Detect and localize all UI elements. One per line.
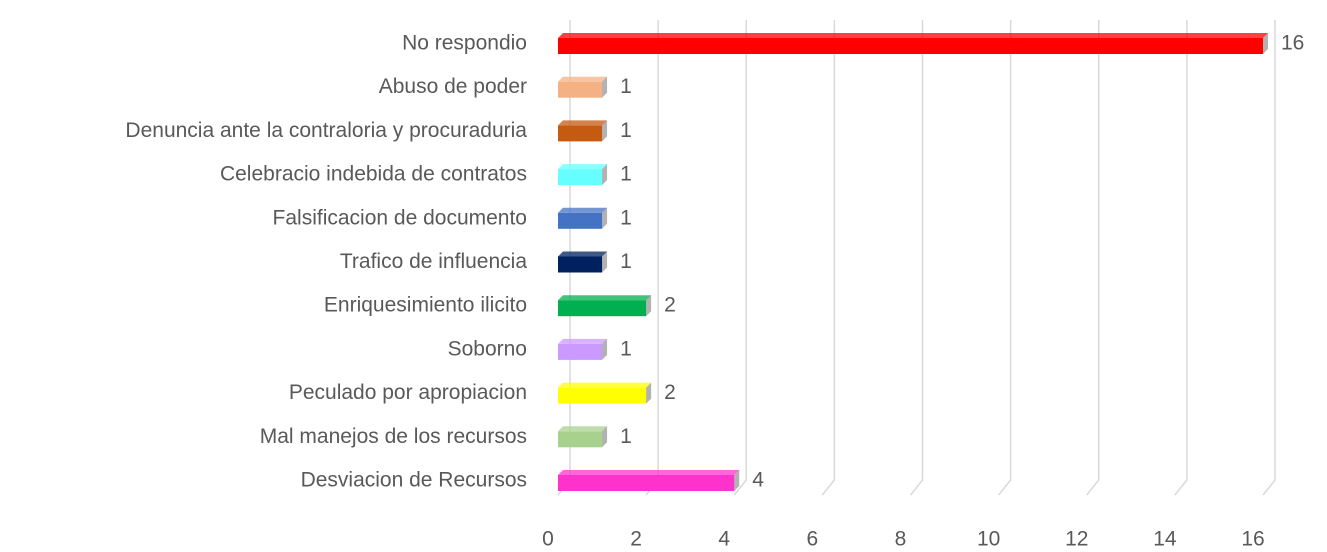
x-tick-label: 10 [977, 528, 1000, 551]
bar-side [646, 382, 652, 404]
data-label: 1 [620, 337, 632, 360]
grid-line [1086, 20, 1100, 496]
grid-line [733, 20, 747, 496]
y-tick-label: Celebracio indebida de contratos [220, 163, 527, 186]
bar-side [646, 295, 652, 317]
bar-top [558, 382, 652, 388]
bar-side [602, 120, 608, 142]
bar-face [558, 169, 603, 186]
bar-face [558, 387, 647, 404]
y-tick-label: Mal manejos de los recursos [260, 425, 527, 448]
bar [558, 33, 1268, 54]
y-tick-label: Denuncia ante la contraloria y procuradu… [125, 119, 527, 142]
x-tick-label: 6 [807, 528, 819, 551]
bar [558, 295, 652, 317]
bar-top [558, 76, 608, 82]
x-tick-label: 16 [1241, 528, 1264, 551]
y-tick-label: Falsificacion de documento [273, 206, 527, 229]
bar-face [558, 300, 647, 317]
bar-top [558, 33, 1268, 38]
bar-side [734, 470, 740, 491]
data-label: 1 [620, 119, 632, 142]
bar-side [602, 426, 608, 448]
bar [558, 382, 652, 404]
bar-face [558, 343, 603, 360]
bar-side [602, 76, 608, 98]
x-tick-label: 4 [718, 528, 730, 551]
bar-side [1263, 33, 1268, 54]
grid-line [998, 20, 1012, 496]
x-tick-label: 8 [895, 528, 907, 551]
bar-top [558, 338, 608, 344]
bar-top [558, 120, 608, 126]
x-tick-label: 0 [542, 528, 554, 551]
grid-line [821, 20, 836, 496]
y-tick-label: Enriquesimiento ilicito [324, 294, 527, 317]
bar-face [558, 125, 603, 142]
y-tick-label: Desviacion de Recursos [301, 469, 527, 492]
grid-line [1174, 20, 1188, 496]
data-label: 1 [620, 163, 632, 186]
bar-face [558, 81, 603, 98]
bar-top [558, 164, 608, 170]
y-tick-label: Peculado por apropiacion [289, 381, 527, 404]
data-label: 16 [1281, 32, 1304, 55]
bar [558, 251, 608, 273]
x-tick-label: 14 [1153, 528, 1177, 551]
bar-top [558, 426, 608, 432]
bar [558, 120, 608, 142]
data-label: 2 [664, 294, 676, 317]
data-label: 1 [620, 206, 632, 229]
y-tick-label: No respondio [402, 32, 527, 55]
grid-line [909, 20, 924, 496]
grid-line [1262, 20, 1276, 496]
x-tick-label: 12 [1065, 528, 1088, 551]
bar [558, 207, 608, 229]
data-label: 1 [620, 425, 632, 448]
bar-top [558, 470, 740, 475]
bar-side [602, 164, 608, 186]
bar-top [558, 251, 608, 257]
data-label: 1 [620, 75, 632, 98]
grid-line [645, 20, 659, 496]
bar [558, 470, 740, 491]
data-label: 2 [664, 381, 676, 404]
data-label: 1 [620, 250, 632, 273]
bar-face [558, 475, 735, 491]
bar [558, 164, 608, 186]
bar-face [558, 38, 1263, 54]
data-label: 4 [752, 469, 764, 492]
bar [558, 76, 608, 98]
bar-face [558, 431, 603, 448]
x-tick-label: 2 [630, 528, 642, 551]
bar [558, 426, 608, 448]
bar-top [558, 295, 652, 301]
y-tick-label: Trafico de influencia [340, 250, 527, 273]
bar-side [602, 207, 608, 229]
bar-side [602, 338, 608, 360]
y-tick-label: Soborno [448, 337, 527, 360]
bar [558, 338, 608, 360]
bar-top [558, 207, 608, 213]
y-tick-label: Abuso de poder [379, 75, 527, 98]
bar-side [602, 251, 608, 273]
bar-face [558, 256, 603, 273]
bar-face [558, 212, 603, 229]
